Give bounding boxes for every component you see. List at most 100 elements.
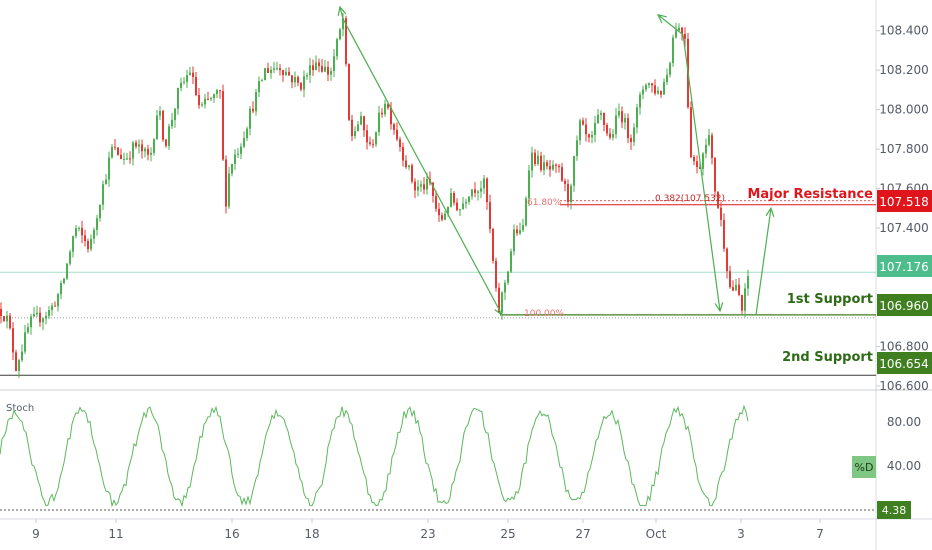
candle-body (489, 202, 491, 230)
candle (309, 57, 311, 84)
candle (240, 143, 242, 160)
candle (66, 262, 68, 280)
candle (714, 156, 716, 198)
candle (582, 117, 584, 126)
candle-body (471, 189, 473, 197)
candle-body (186, 75, 188, 82)
candle-body (576, 140, 578, 156)
candle (360, 111, 362, 126)
time-axis: 9 11 16 18 23 25 27 Oct 3 7 (32, 519, 824, 541)
candle-body (90, 238, 92, 250)
candle (258, 76, 260, 97)
candle-body (78, 227, 80, 229)
candle-body (522, 225, 524, 231)
candle-body (678, 27, 680, 31)
candle-body (483, 178, 485, 189)
candle-body (72, 236, 74, 252)
candle (612, 129, 614, 141)
candle (585, 118, 587, 142)
candle (471, 188, 473, 200)
candle-body (303, 76, 305, 90)
candle-body (360, 116, 362, 125)
candle (183, 77, 185, 85)
candle-body (561, 167, 563, 181)
candle (189, 66, 191, 76)
candle-body (639, 94, 641, 108)
candle (573, 155, 575, 192)
candle-body (372, 143, 374, 145)
candle (690, 101, 692, 159)
candle (378, 105, 380, 136)
candle (321, 58, 323, 73)
candle (120, 148, 122, 160)
candle-body (339, 29, 341, 40)
arrow-top-left-head (337, 5, 347, 16)
candle-body (594, 123, 596, 135)
candle-body (432, 182, 434, 197)
candle (132, 140, 134, 166)
candle (12, 321, 14, 361)
candle (45, 311, 47, 325)
candle-body (243, 138, 245, 147)
resistance-price-tag: 107.518 (877, 190, 932, 212)
candle-body (378, 112, 380, 133)
candle-body (135, 142, 137, 147)
candle-body (162, 110, 164, 140)
candle (108, 151, 110, 187)
candle (402, 142, 404, 167)
candle (474, 182, 476, 198)
candle-body (108, 157, 110, 180)
candle (219, 89, 221, 99)
candle (171, 112, 173, 129)
candle-body (453, 193, 455, 203)
candle-body (129, 158, 131, 160)
candle-body (720, 207, 722, 220)
candle (747, 269, 749, 296)
candle-body (534, 152, 536, 164)
candle (390, 101, 392, 130)
candle-body (45, 315, 47, 319)
candle-body (0, 308, 2, 317)
time-tick-label: 9 (32, 527, 40, 541)
candle-body (351, 119, 353, 137)
candle-body (198, 95, 200, 106)
candle-body (63, 278, 65, 284)
candle (123, 152, 125, 165)
candle (528, 164, 530, 206)
candle (369, 136, 371, 146)
candle (516, 225, 518, 236)
candle-body (333, 56, 335, 72)
candle-body (249, 108, 251, 129)
candle-body (381, 112, 383, 115)
candle (267, 62, 269, 74)
candle (648, 82, 650, 88)
candle-body (327, 67, 329, 75)
candle-body (681, 27, 683, 34)
candle (420, 180, 422, 192)
candle (567, 179, 569, 208)
candle (663, 78, 665, 95)
candle-body (147, 148, 149, 155)
candle (735, 278, 737, 291)
candle-body (708, 135, 710, 145)
candle-body (552, 164, 554, 170)
candle-body (411, 165, 413, 182)
candle-body (624, 118, 626, 123)
candle (729, 265, 731, 289)
candle (480, 180, 482, 199)
candle (135, 140, 137, 149)
candle (168, 123, 170, 151)
candle-body (294, 77, 296, 83)
stoch-tick-label: 80.00 (887, 415, 921, 429)
candle (147, 144, 149, 161)
pattern-arrows (337, 5, 775, 317)
candle-body (555, 164, 557, 166)
candle-body (234, 154, 236, 164)
candle (600, 110, 602, 121)
candle-body (741, 294, 743, 311)
candle (591, 130, 593, 144)
candle (546, 159, 548, 170)
price-tick-label: 108.400 (879, 24, 929, 38)
candle (444, 210, 446, 221)
candle-body (651, 83, 653, 86)
